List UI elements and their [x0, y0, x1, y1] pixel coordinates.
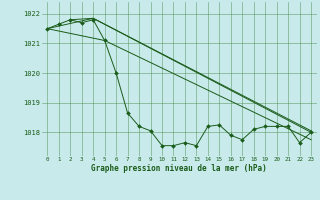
- X-axis label: Graphe pression niveau de la mer (hPa): Graphe pression niveau de la mer (hPa): [91, 164, 267, 173]
